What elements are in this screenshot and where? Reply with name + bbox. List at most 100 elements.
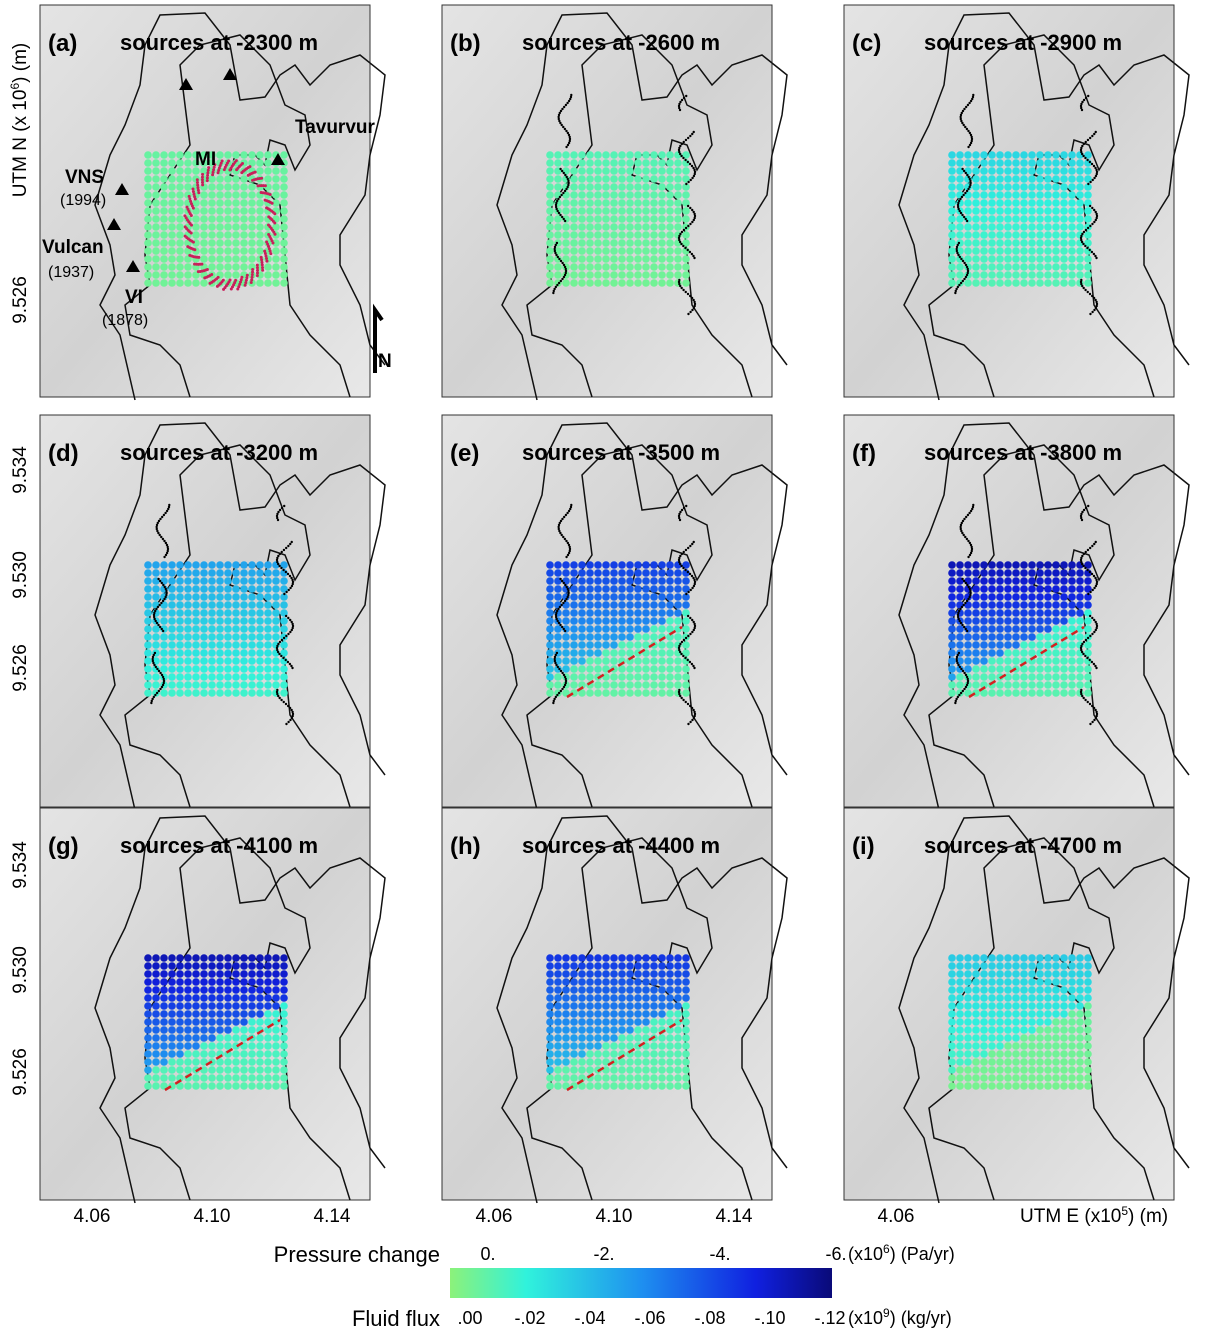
source-dot bbox=[1068, 247, 1076, 255]
source-dot bbox=[674, 207, 682, 215]
source-dot bbox=[658, 271, 666, 279]
seismic-event bbox=[567, 144, 569, 146]
source-dot bbox=[1068, 199, 1076, 207]
source-dot bbox=[570, 151, 578, 159]
source-dot bbox=[264, 625, 272, 633]
source-dot bbox=[216, 1082, 224, 1090]
source-dot bbox=[682, 665, 690, 673]
source-dot bbox=[240, 1058, 248, 1066]
source-dot bbox=[1068, 215, 1076, 223]
source-dot bbox=[200, 970, 208, 978]
source-dot bbox=[546, 1026, 554, 1034]
source-dot bbox=[192, 1050, 200, 1058]
source-dot bbox=[964, 986, 972, 994]
source-dot bbox=[980, 167, 988, 175]
source-dot bbox=[618, 239, 626, 247]
source-dot bbox=[996, 207, 1004, 215]
source-dot bbox=[988, 1010, 996, 1018]
source-dot bbox=[586, 593, 594, 601]
source-dot bbox=[200, 215, 208, 223]
source-dot bbox=[1028, 183, 1036, 191]
source-dot bbox=[602, 175, 610, 183]
source-dot bbox=[1044, 561, 1052, 569]
seismic-event bbox=[273, 212, 276, 215]
source-dot bbox=[594, 609, 602, 617]
source-dot bbox=[666, 1050, 674, 1058]
source-dot bbox=[1004, 279, 1012, 287]
source-dot bbox=[208, 1010, 216, 1018]
seismic-event bbox=[963, 170, 965, 172]
source-dot bbox=[224, 970, 232, 978]
source-dot bbox=[666, 585, 674, 593]
seismic-event bbox=[154, 620, 156, 622]
source-dot bbox=[562, 1026, 570, 1034]
seismic-event bbox=[678, 513, 680, 515]
source-dot bbox=[634, 1058, 642, 1066]
source-dot bbox=[634, 1082, 642, 1090]
source-dot bbox=[602, 271, 610, 279]
source-dot bbox=[152, 641, 160, 649]
source-dot bbox=[272, 1066, 280, 1074]
source-dot bbox=[1044, 1026, 1052, 1034]
source-dot bbox=[562, 255, 570, 263]
seismic-event bbox=[159, 518, 161, 520]
source-dot bbox=[642, 1058, 650, 1066]
source-dot bbox=[546, 617, 554, 625]
source-dot bbox=[972, 1010, 980, 1018]
source-dot bbox=[216, 207, 224, 215]
seismic-event bbox=[201, 176, 204, 179]
source-dot bbox=[594, 271, 602, 279]
seismic-event bbox=[557, 608, 559, 610]
source-dot bbox=[1020, 255, 1028, 263]
source-dot bbox=[1060, 970, 1068, 978]
source-dot bbox=[964, 1058, 972, 1066]
source-dot bbox=[1052, 962, 1060, 970]
source-dot bbox=[570, 994, 578, 1002]
source-dot bbox=[208, 183, 216, 191]
source-dot bbox=[996, 1026, 1004, 1034]
source-dot bbox=[1028, 151, 1036, 159]
map-label: N bbox=[378, 351, 392, 372]
source-dot bbox=[272, 625, 280, 633]
source-dot bbox=[964, 994, 972, 1002]
source-dot bbox=[650, 255, 658, 263]
source-dot bbox=[232, 207, 240, 215]
source-dot bbox=[208, 641, 216, 649]
seismic-event bbox=[680, 155, 682, 157]
source-dot bbox=[248, 641, 256, 649]
source-dot bbox=[1084, 1066, 1092, 1074]
seismic-event bbox=[691, 631, 693, 633]
seismic-event bbox=[967, 130, 969, 132]
source-dot bbox=[586, 175, 594, 183]
source-dot bbox=[160, 239, 168, 247]
source-dot bbox=[948, 199, 956, 207]
source-dot bbox=[1052, 255, 1060, 263]
source-dot bbox=[1084, 665, 1092, 673]
source-dot bbox=[634, 1074, 642, 1082]
source-dot bbox=[988, 986, 996, 994]
source-dot bbox=[1060, 561, 1068, 569]
seismic-event bbox=[556, 620, 558, 622]
source-dot bbox=[240, 223, 248, 231]
source-dot bbox=[1084, 1082, 1092, 1090]
source-dot bbox=[948, 601, 956, 609]
source-dot bbox=[192, 593, 200, 601]
source-dot bbox=[996, 159, 1004, 167]
seismic-event bbox=[1081, 153, 1083, 155]
source-dot bbox=[546, 263, 554, 271]
seismic-event bbox=[1084, 567, 1086, 569]
source-dot bbox=[240, 1026, 248, 1034]
source-dot bbox=[192, 601, 200, 609]
source-dot bbox=[224, 986, 232, 994]
source-dot bbox=[160, 962, 168, 970]
source-dot bbox=[168, 183, 176, 191]
source-dot bbox=[200, 585, 208, 593]
source-dot bbox=[272, 657, 280, 665]
source-dot bbox=[264, 159, 272, 167]
source-dot bbox=[248, 633, 256, 641]
source-dot bbox=[1076, 1050, 1084, 1058]
source-dot bbox=[634, 1018, 642, 1026]
source-dot bbox=[160, 657, 168, 665]
source-dot bbox=[980, 609, 988, 617]
source-dot bbox=[272, 673, 280, 681]
